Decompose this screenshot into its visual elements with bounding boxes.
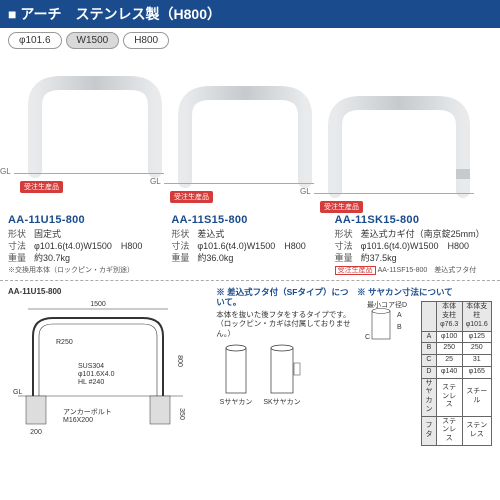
bw: 200: [30, 429, 42, 436]
gl-line-3: [314, 193, 474, 194]
mat2: φ101.6X4.0: [78, 371, 115, 378]
s: Sサヤカン: [220, 398, 253, 406]
val: φ101.6(t4.0)W1500 H800: [197, 240, 305, 252]
svg-text:A: A: [397, 312, 402, 319]
val: 固定式: [34, 228, 61, 240]
arch-3: [320, 91, 480, 201]
td: φ125: [462, 331, 492, 343]
info-sf: ※ 差込式フタ付（SFタイプ）について。 本体を抜いた後フタをするタイプです。（…: [216, 287, 351, 446]
model-1: AA-11U15-800 形状固定式 寸法φ101.6(t4.0)W1500 H…: [8, 213, 165, 276]
lower-section: AA-11U15-800 1500 R250 800 GL SUS304 φ10…: [0, 280, 500, 450]
rh: B: [422, 343, 437, 355]
sayakan-table: 本体支柱φ76.3 本体支柱φ101.6 Aφ100φ125 B250250 C…: [421, 301, 492, 446]
info-panels: ※ 差込式フタ付（SFタイプ）について。 本体を抜いた後フタをするタイプです。（…: [216, 287, 492, 446]
td: 25: [436, 355, 462, 367]
th: [422, 302, 437, 331]
td: 250: [436, 343, 462, 355]
mat3: HL #240: [78, 379, 104, 386]
lab: 寸法: [171, 240, 197, 252]
rh: A: [422, 331, 437, 343]
gl-line-2: [164, 183, 314, 184]
sf-title: ※ 差込式フタ付（SFタイプ）について。: [216, 287, 351, 308]
footnote: ※交換用本体（ロックピン・カギ別途）: [8, 266, 165, 275]
lab: 寸法: [335, 240, 361, 252]
rh: C: [422, 355, 437, 367]
lab: 重量: [335, 252, 361, 264]
arch-1: [20, 71, 170, 181]
gl: GL: [13, 389, 22, 396]
gl-label-1: GL: [0, 167, 11, 176]
rh: サヤカン: [422, 378, 437, 416]
footnote: 受注生産品 AA-11SF15-800 差込式フタ付: [335, 266, 492, 275]
rh: D: [422, 366, 437, 378]
badge-1: 受注生産品: [20, 181, 63, 193]
td: ステンレス: [462, 416, 492, 445]
product-image: GL 受注生産品 GL 受注生産品 GL 受注生産品: [0, 53, 500, 213]
diagram-svg: 1500 R250 800 GL SUS304 φ101.6X4.0 HL #2…: [8, 296, 188, 436]
pill-pipe: φ101.6: [8, 32, 62, 49]
td: 250: [462, 343, 492, 355]
svg-text:B: B: [397, 324, 402, 331]
val: φ101.6(t4.0)W1500 H800: [361, 240, 469, 252]
model-code: AA-11S15-800: [171, 213, 328, 228]
anchor1: アンカーボルト: [63, 408, 112, 416]
val: 差込式: [197, 228, 224, 240]
fn-text: AA-11SF15-800 差込式フタ付: [378, 267, 477, 274]
info-sayakan: ※ サヤカン寸法について 最小コア径D A B C 本体支柱φ76.3 本体支柱…: [357, 287, 492, 446]
td: ステンレス: [436, 378, 462, 416]
diagram-code: AA-11U15-800: [8, 287, 210, 296]
model-2: AA-11S15-800 形状差込式 寸法φ101.6(t4.0)W1500 H…: [171, 213, 328, 276]
page-title: ■ アーチ ステンレス製（H800）: [8, 6, 221, 22]
sf-svg: Sサヤカン SKサヤカン: [216, 338, 336, 408]
gl-line-1: [14, 173, 164, 174]
td: φ140: [436, 366, 462, 378]
td: φ165: [462, 366, 492, 378]
arch-2: [170, 81, 320, 191]
dim-r: R250: [56, 339, 73, 346]
lab: 形状: [335, 228, 361, 240]
lab: 形状: [8, 228, 34, 240]
val: 約36.0kg: [197, 252, 233, 264]
lab: 形状: [171, 228, 197, 240]
core-svg: 最小コア径D A B C: [357, 299, 417, 344]
anchor2: M16X200: [63, 417, 93, 424]
lab: 重量: [8, 252, 34, 264]
badge: 受注生産品: [335, 266, 376, 275]
gl-label-3: GL: [300, 187, 311, 196]
sk-title: ※ サヤカン寸法について: [357, 287, 492, 298]
rh: フ タ: [422, 416, 437, 445]
badge-3: 受注生産品: [320, 201, 363, 213]
td: φ100: [436, 331, 462, 343]
sf-body: 本体を抜いた後フタをするタイプです。（ロックピン・カギは付属しておりません。）: [216, 310, 351, 338]
val: 差込式カギ付（南京錠25mm）: [361, 228, 485, 240]
sk: SKサヤカン: [264, 398, 301, 406]
core: 最小コア径D: [367, 300, 407, 309]
dim-w: 1500: [90, 301, 106, 308]
th: 本体支柱φ101.6: [462, 302, 492, 331]
depth: 350: [178, 408, 185, 420]
pill-width: W1500: [66, 32, 120, 49]
lab: 寸法: [8, 240, 34, 252]
dim-h: 800: [176, 355, 183, 367]
td: スチール: [462, 378, 492, 416]
val: 約30.7kg: [34, 252, 70, 264]
badge-2: 受注生産品: [170, 191, 213, 203]
lab: 重量: [171, 252, 197, 264]
val: 約37.5kg: [361, 252, 397, 264]
spec-pills: φ101.6 W1500 H800: [0, 28, 500, 53]
val: φ101.6(t4.0)W1500 H800: [34, 240, 142, 252]
pill-height: H800: [123, 32, 169, 49]
td: ステンレス: [436, 416, 462, 445]
page-header: ■ アーチ ステンレス製（H800）: [0, 0, 500, 28]
mat1: SUS304: [78, 363, 104, 370]
svg-text:C: C: [365, 334, 370, 341]
td: 31: [462, 355, 492, 367]
models-row: AA-11U15-800 形状固定式 寸法φ101.6(t4.0)W1500 H…: [0, 213, 500, 276]
tech-diagram: AA-11U15-800 1500 R250 800 GL SUS304 φ10…: [8, 287, 210, 446]
th: 本体支柱φ76.3: [436, 302, 462, 331]
gl-label-2: GL: [150, 177, 161, 186]
model-code: AA-11U15-800: [8, 213, 165, 228]
model-3: AA-11SK15-800 形状差込式カギ付（南京錠25mm） 寸法φ101.6…: [335, 213, 492, 276]
model-code: AA-11SK15-800: [335, 213, 492, 228]
